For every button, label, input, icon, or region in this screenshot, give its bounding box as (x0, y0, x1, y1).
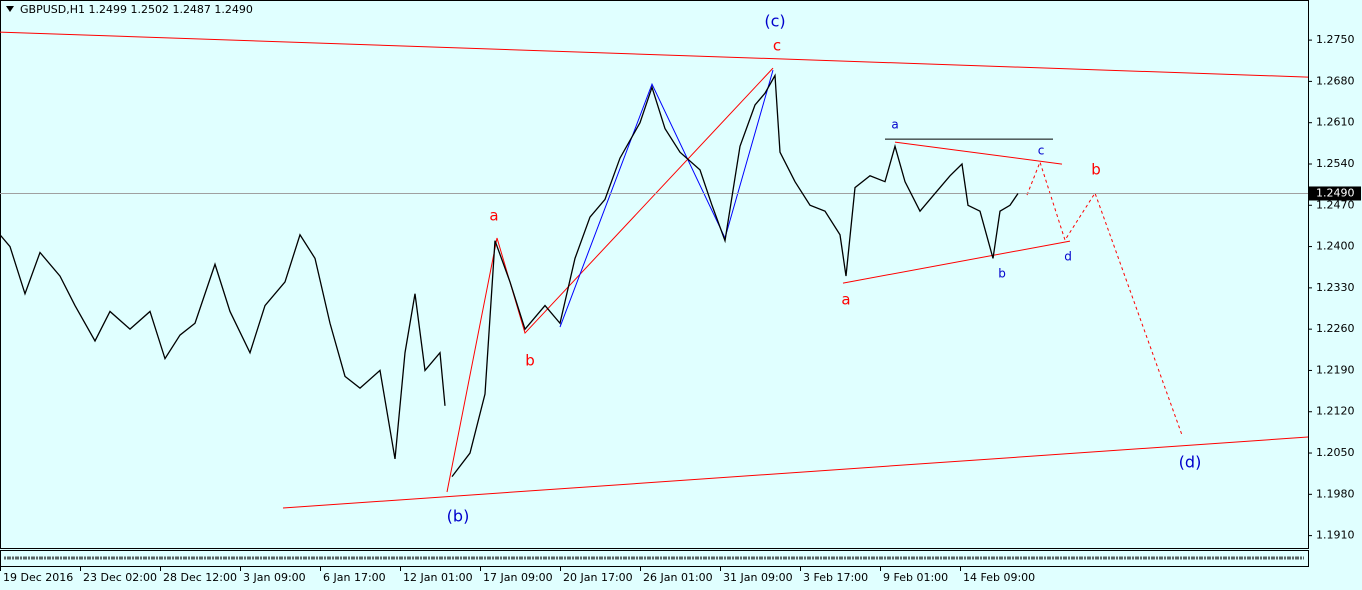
x-tick-label: 14 Feb 09:00 (963, 571, 1035, 584)
wave-label: (b) (447, 507, 470, 526)
wave-label: b (525, 352, 535, 370)
y-tick-label: 1.2680 (1316, 74, 1355, 87)
trendline (0, 31, 1309, 78)
x-tick-label: 28 Dec 12:00 (163, 571, 237, 584)
y-tick-label: 1.2540 (1316, 157, 1355, 170)
current-price-label: 1.2490 (1316, 186, 1355, 199)
y-tick-label: 1.2120 (1316, 405, 1355, 418)
current-price-box (1309, 186, 1361, 201)
price-line (0, 73, 1019, 478)
x-tick-label: 3 Feb 17:00 (803, 571, 868, 584)
x-tick-label: 26 Jan 01:00 (643, 571, 713, 584)
x-tick-label: 20 Jan 17:00 (563, 571, 633, 584)
trendline (842, 240, 1071, 284)
wave-label: a (489, 207, 498, 225)
chart-title: GBPUSD,H1 1.2499 1.2502 1.2487 1.2490 (20, 3, 253, 16)
trendline (1026, 160, 1183, 436)
x-tick-label: 3 Jan 09:00 (243, 571, 306, 584)
wave-label: c (773, 37, 781, 55)
wave-label: b (1091, 161, 1101, 179)
wave-label: c (1038, 144, 1045, 158)
y-tick-label: 1.2750 (1316, 33, 1355, 46)
wave-label: a (841, 291, 850, 309)
y-tick-label: 1.2050 (1316, 446, 1355, 459)
plot-frame (0, 0, 1309, 549)
wave-label: a (891, 118, 898, 132)
indicator-frame (0, 550, 1309, 567)
wave-label: d (1064, 250, 1072, 264)
y-tick-label: 1.2400 (1316, 240, 1355, 253)
x-tick-label: 31 Jan 09:00 (723, 571, 793, 584)
y-tick-label: 1.2330 (1316, 281, 1355, 294)
y-tick-label: 1.2610 (1316, 116, 1355, 129)
y-tick-label: 1.1980 (1316, 487, 1355, 500)
trendline (282, 436, 1309, 509)
wave-label: (c) (764, 12, 785, 31)
wave-label: (d) (1179, 452, 1202, 471)
x-tick-label: 23 Dec 02:00 (83, 571, 157, 584)
y-tick-label: 1.2190 (1316, 363, 1355, 376)
y-tick-label: 1.1910 (1316, 529, 1355, 542)
menu-arrow[interactable] (6, 6, 14, 12)
trendline (559, 69, 774, 328)
x-tick-label: 12 Jan 01:00 (403, 571, 473, 584)
x-tick-label: 6 Jan 17:00 (323, 571, 386, 584)
y-tick-label: 1.2470 (1316, 198, 1355, 211)
y-tick-label: 1.2260 (1316, 322, 1355, 335)
x-tick-label: 19 Dec 2016 (3, 571, 73, 584)
x-tick-label: 17 Jan 09:00 (483, 571, 553, 584)
wave-label: b (998, 267, 1006, 281)
x-tick-label: 9 Feb 01:00 (883, 571, 948, 584)
trendline (894, 141, 1063, 165)
